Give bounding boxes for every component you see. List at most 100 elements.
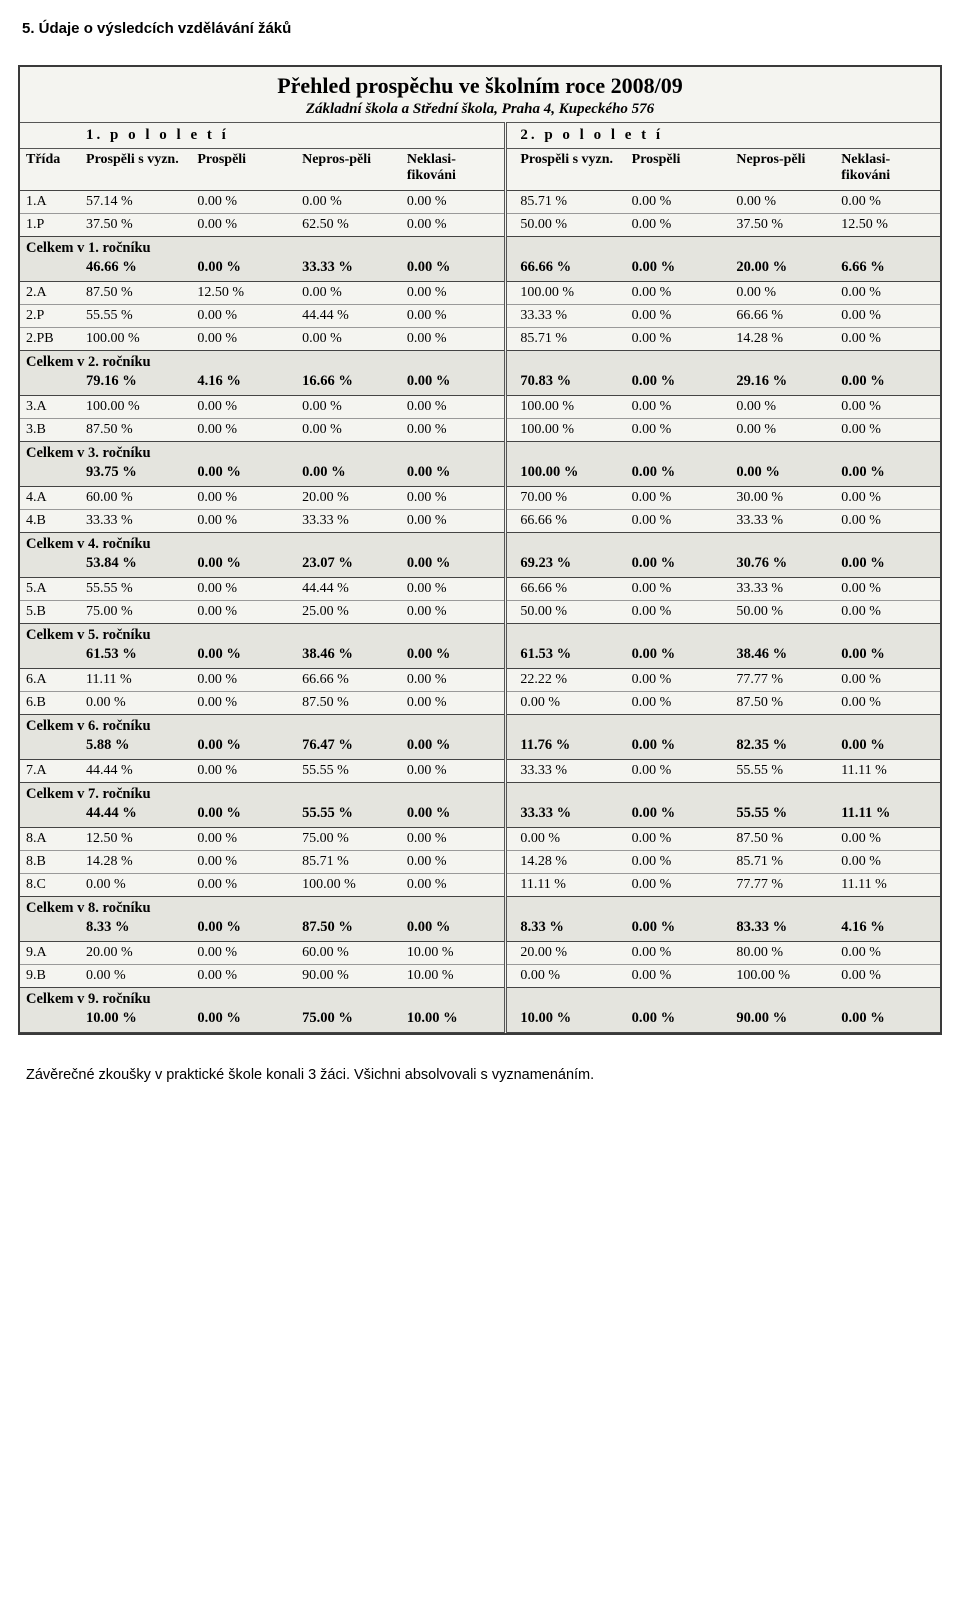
summary-value: 10.00 %: [80, 1008, 191, 1033]
value-cell: 100.00 %: [514, 419, 625, 442]
blank-cell: [514, 624, 940, 645]
value-cell: 0.00 %: [626, 874, 731, 897]
summary-value: 0.00 %: [626, 553, 731, 578]
table-row: 9.A20.00 %0.00 %60.00 %10.00 %20.00 %0.0…: [20, 942, 940, 965]
value-cell: 0.00 %: [730, 282, 835, 305]
value-cell: 70.00 %: [514, 487, 625, 510]
summary-value: 93.75 %: [80, 462, 191, 487]
summary-value: 8.33 %: [514, 917, 625, 942]
value-cell: 20.00 %: [80, 942, 191, 965]
summary-value: 0.00 %: [835, 462, 940, 487]
grades-sheet: Přehled prospěchu ve školním roce 2008/0…: [18, 65, 942, 1035]
value-cell: 0.00 %: [296, 419, 401, 442]
value-cell: [506, 487, 515, 510]
summary-value: 20.00 %: [730, 257, 835, 282]
value-cell: 0.00 %: [514, 692, 625, 715]
col-pvyzn1: Prospěli s vyzn.: [80, 149, 191, 191]
summary-values-row: 79.16 %4.16 %16.66 %0.00 %70.83 %0.00 %2…: [20, 371, 940, 396]
summary-values-row: 61.53 %0.00 %38.46 %0.00 %61.53 %0.00 %3…: [20, 644, 940, 669]
table-row: 8.C0.00 %0.00 %100.00 %0.00 %11.11 %0.00…: [20, 874, 940, 897]
value-cell: 100.00 %: [296, 874, 401, 897]
value-cell: 0.00 %: [835, 669, 940, 692]
table-row: 3.A100.00 %0.00 %0.00 %0.00 %100.00 %0.0…: [20, 396, 940, 419]
value-cell: 10.00 %: [401, 965, 506, 988]
value-cell: 12.50 %: [835, 214, 940, 237]
value-cell: 100.00 %: [730, 965, 835, 988]
value-cell: 0.00 %: [835, 828, 940, 851]
value-cell: [506, 965, 515, 988]
value-cell: 0.00 %: [730, 419, 835, 442]
value-cell: 0.00 %: [191, 601, 296, 624]
value-cell: 44.44 %: [296, 305, 401, 328]
value-cell: 0.00 %: [835, 396, 940, 419]
value-cell: 100.00 %: [80, 328, 191, 351]
value-cell: 0.00 %: [626, 191, 731, 214]
summary-value: 46.66 %: [80, 257, 191, 282]
summary-label-row: Celkem v 7. ročníku: [20, 783, 940, 804]
value-cell: 100.00 %: [80, 396, 191, 419]
summary-value: 0.00 %: [191, 644, 296, 669]
summary-value: 0.00 %: [626, 803, 731, 828]
table-row: 2.A87.50 %12.50 %0.00 %0.00 %100.00 %0.0…: [20, 282, 940, 305]
summary-value: 0.00 %: [626, 371, 731, 396]
value-cell: 0.00 %: [191, 851, 296, 874]
col-nepr2: Nepros-pěli: [730, 149, 835, 191]
summary-value: [506, 553, 515, 578]
value-cell: 0.00 %: [401, 396, 506, 419]
value-cell: 100.00 %: [514, 396, 625, 419]
gap-cell: [506, 897, 515, 918]
value-cell: 90.00 %: [296, 965, 401, 988]
summary-value: 75.00 %: [296, 1008, 401, 1033]
blank-cell: [20, 371, 80, 396]
summary-value: 8.33 %: [80, 917, 191, 942]
value-cell: 0.00 %: [626, 305, 731, 328]
summary-value: 79.16 %: [80, 371, 191, 396]
summary-label-row: Celkem v 2. ročníku: [20, 351, 940, 372]
summary-value: 90.00 %: [730, 1008, 835, 1033]
class-cell: 2.PB: [20, 328, 80, 351]
value-cell: 0.00 %: [191, 760, 296, 783]
value-cell: 0.00 %: [191, 419, 296, 442]
summary-label-row: Celkem v 6. ročníku: [20, 715, 940, 736]
value-cell: 77.77 %: [730, 669, 835, 692]
summary-value: 44.44 %: [80, 803, 191, 828]
value-cell: 62.50 %: [296, 214, 401, 237]
value-cell: 87.50 %: [80, 419, 191, 442]
class-cell: 6.A: [20, 669, 80, 692]
gap-cell: [506, 988, 515, 1009]
blank-cell: [20, 735, 80, 760]
value-cell: 12.50 %: [80, 828, 191, 851]
value-cell: [506, 874, 515, 897]
value-cell: 77.77 %: [730, 874, 835, 897]
summary-value: 0.00 %: [835, 553, 940, 578]
summary-value: 55.55 %: [296, 803, 401, 828]
summary-value: 30.76 %: [730, 553, 835, 578]
value-cell: 0.00 %: [626, 487, 731, 510]
summary-value: [506, 735, 515, 760]
value-cell: 0.00 %: [835, 419, 940, 442]
value-cell: 0.00 %: [835, 191, 940, 214]
class-cell: 5.A: [20, 578, 80, 601]
value-cell: 55.55 %: [296, 760, 401, 783]
value-cell: 87.50 %: [730, 828, 835, 851]
summary-value: 70.83 %: [514, 371, 625, 396]
class-cell: 3.A: [20, 396, 80, 419]
gap-cell: [506, 351, 515, 372]
value-cell: 0.00 %: [401, 578, 506, 601]
value-cell: [506, 692, 515, 715]
col-prosp2: Prospěli: [626, 149, 731, 191]
summary-values-row: 8.33 %0.00 %87.50 %0.00 %8.33 %0.00 %83.…: [20, 917, 940, 942]
value-cell: 80.00 %: [730, 942, 835, 965]
blank-cell: [514, 351, 940, 372]
value-cell: 12.50 %: [191, 282, 296, 305]
blank-cell: [514, 988, 940, 1009]
value-cell: 20.00 %: [514, 942, 625, 965]
summary-value: 0.00 %: [401, 803, 506, 828]
blank-cell: [20, 462, 80, 487]
col-nepr1: Nepros-pěli: [296, 149, 401, 191]
summary-value: 0.00 %: [191, 917, 296, 942]
summary-value: 0.00 %: [626, 462, 731, 487]
summary-value: 61.53 %: [80, 644, 191, 669]
table-row: 8.B14.28 %0.00 %85.71 %0.00 %14.28 %0.00…: [20, 851, 940, 874]
summary-label-row: Celkem v 1. ročníku: [20, 237, 940, 258]
